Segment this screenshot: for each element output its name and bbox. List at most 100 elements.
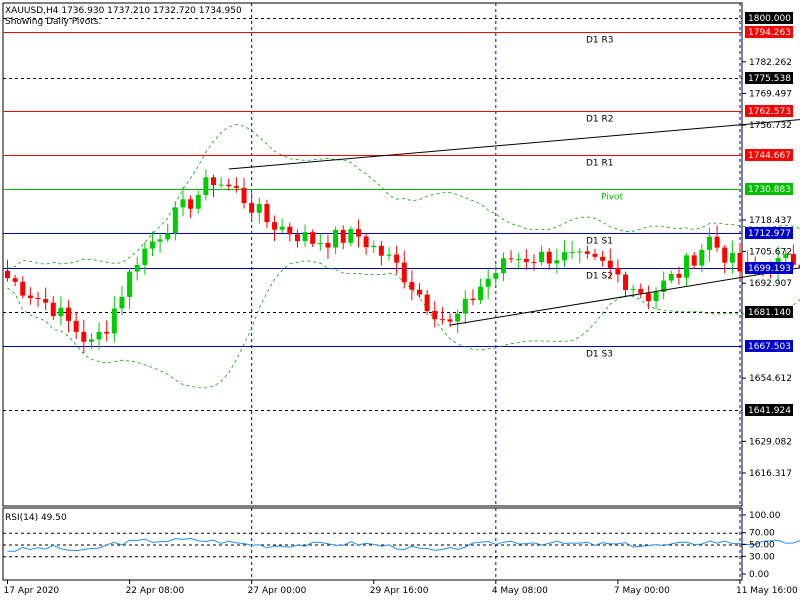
- y-tick-label-6: 1654.612: [749, 374, 792, 384]
- candle-70: [539, 245, 545, 266]
- candle-body-85: [653, 291, 659, 302]
- pivot-tag-bg-5: [745, 262, 793, 274]
- candle-8: [66, 300, 72, 333]
- rsi-line: [7, 537, 800, 552]
- pivot-tag-bg-1: [745, 105, 793, 117]
- candle-18: [142, 242, 148, 275]
- candle-48: [371, 240, 377, 253]
- candle-49: [378, 240, 384, 266]
- pivot-name-0: D1 R3: [586, 36, 614, 46]
- candle-body-32: [249, 203, 255, 213]
- candle-body-5: [43, 298, 49, 303]
- candle-4: [35, 291, 41, 307]
- candle-body-57: [439, 319, 445, 321]
- pivot-tag-bg-4: [745, 227, 793, 239]
- candle-body-66: [508, 258, 514, 260]
- rsi-tick-label-3: 30.00: [749, 552, 775, 562]
- x-tick-label-2: 27 Apr 00:00: [248, 586, 307, 596]
- rsi-tick-label-1: 70.00: [749, 529, 775, 539]
- x-tick-label-1: 22 Apr 08:00: [126, 586, 185, 596]
- pivot-tag-4: 1712.977: [748, 229, 791, 239]
- pivot-tag-1: 1762.573: [748, 107, 791, 117]
- candle-body-60: [462, 298, 468, 314]
- candle-body-69: [531, 262, 537, 264]
- candle-body-0: [5, 270, 10, 279]
- candle-73: [561, 240, 567, 268]
- candle-5: [43, 287, 49, 311]
- candle-body-50: [386, 254, 392, 256]
- pivot-name-2: D1 R1: [586, 159, 614, 169]
- candle-body-61: [470, 298, 476, 301]
- candle-44: [340, 225, 346, 250]
- candle-body-74: [569, 251, 575, 253]
- x-tick-label-5: 7 May 00:00: [614, 586, 670, 596]
- candle-47: [363, 233, 369, 255]
- candle-body-38: [294, 234, 300, 242]
- candle-body-93: [714, 236, 720, 248]
- candle-65: [500, 252, 506, 282]
- candle-10: [81, 319, 87, 354]
- candle-55: [424, 289, 430, 315]
- chart-title: XAUUSD,H4 1736.930 1737.210 1732.720 173…: [5, 6, 242, 16]
- x-tick-label-4: 4 May 08:00: [492, 586, 548, 596]
- candle-56: [432, 301, 438, 328]
- trendline-1: [449, 267, 800, 326]
- candle-20: [157, 232, 163, 253]
- candle-32: [249, 191, 255, 222]
- rsi-label: RSI(14) 49.50: [5, 513, 67, 523]
- candle-body-86: [661, 280, 667, 292]
- candle-body-31: [241, 187, 247, 204]
- pivot-tag-bg-0: [745, 26, 793, 38]
- level-tag-bg-3: [745, 404, 793, 416]
- level-tag-1: 1775.538: [748, 74, 791, 84]
- candle-23: [180, 187, 186, 217]
- rsi-tick-label-2: 50.00: [749, 541, 775, 551]
- candle-body-23: [180, 199, 186, 208]
- candle-60: [462, 290, 468, 324]
- candle-26: [203, 169, 209, 201]
- candle-body-59: [455, 313, 461, 322]
- candle-29: [226, 178, 232, 191]
- candle-body-34: [264, 203, 270, 223]
- rsi-tick-label-0: 100.00: [749, 511, 781, 521]
- candle-68: [523, 249, 529, 270]
- candle-83: [638, 283, 644, 299]
- candle-body-41: [317, 243, 323, 245]
- pivot-name-4: D1 S1: [586, 237, 613, 247]
- pivot-tag-6: 1667.503: [748, 342, 791, 352]
- candle-body-56: [432, 310, 438, 320]
- candle-body-47: [363, 236, 369, 248]
- candle-body-70: [539, 251, 545, 263]
- level-tag-0: 1800.000: [748, 14, 791, 24]
- candle-body-18: [142, 248, 148, 265]
- candle-body-14: [111, 308, 117, 334]
- pivot-tag-bg-2: [745, 149, 793, 161]
- candle-body-27: [211, 177, 217, 186]
- candle-body-40: [310, 232, 316, 244]
- candle-body-75: [577, 251, 583, 253]
- pivot-tag-0: 1794.263: [748, 28, 791, 38]
- candle-27: [211, 174, 217, 198]
- candle-body-16: [127, 271, 133, 297]
- candle-body-17: [134, 264, 140, 272]
- pivot-name-1: D1 R2: [586, 115, 614, 125]
- x-tick-label-3: 29 Apr 16:00: [370, 586, 429, 596]
- candle-body-4: [35, 297, 41, 299]
- candle-body-25: [195, 194, 201, 209]
- candle-63: [485, 269, 491, 299]
- candle-28: [218, 177, 224, 188]
- candle-body-91: [699, 249, 705, 266]
- candle-46: [355, 219, 361, 248]
- candle-7: [58, 296, 64, 326]
- candle-35: [272, 215, 278, 241]
- x-tick-label-0: 17 Apr 2020: [4, 586, 60, 596]
- candle-body-102: [783, 254, 789, 258]
- candle-body-94: [722, 247, 728, 263]
- candle-79: [607, 248, 613, 279]
- trendline-0: [228, 119, 800, 170]
- candle-31: [241, 178, 247, 209]
- candle-body-44: [340, 229, 346, 243]
- candle-9: [73, 311, 79, 339]
- candle-body-11: [88, 339, 94, 342]
